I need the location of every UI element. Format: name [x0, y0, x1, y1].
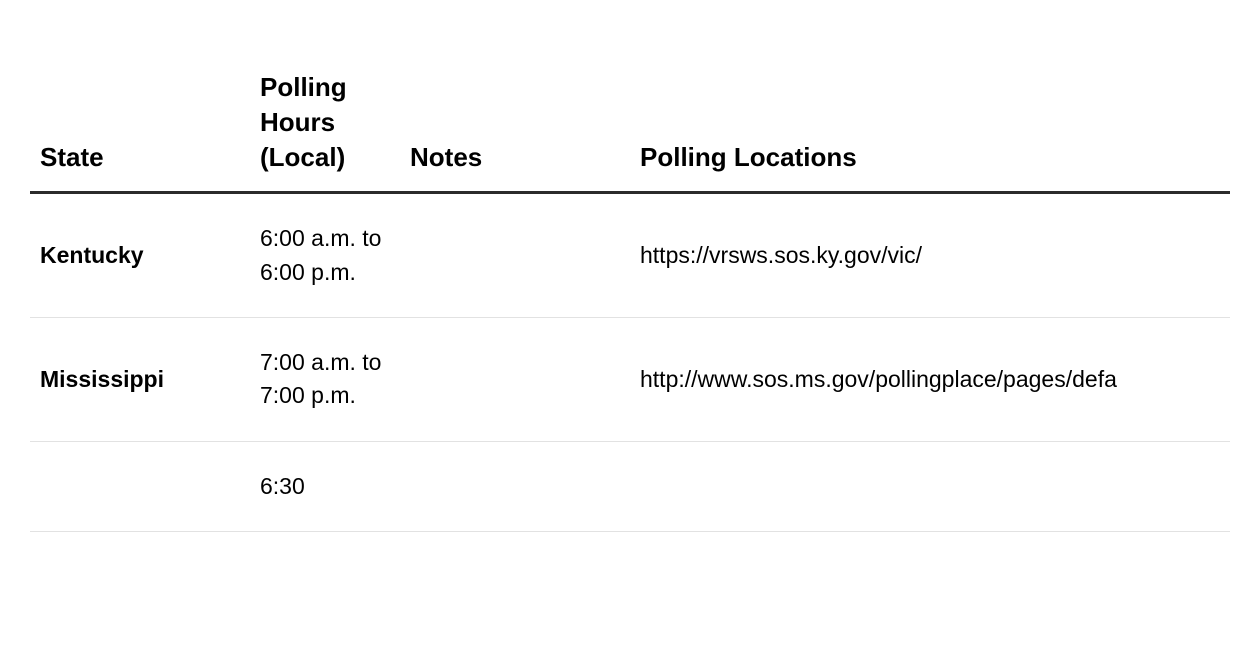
- cell-location: [630, 441, 1230, 531]
- polling-table: State Polling Hours (Local) Notes Pollin…: [30, 70, 1230, 532]
- location-link[interactable]: https://vrsws.sos.ky.gov/vic/: [640, 242, 922, 268]
- cell-notes: [400, 317, 630, 441]
- location-link[interactable]: http://www.sos.ms.gov/pollingplace/pages…: [640, 366, 1117, 392]
- table-row: Mississippi 7:00 a.m. to 7:00 p.m. http:…: [30, 317, 1230, 441]
- cell-state: Kentucky: [30, 193, 250, 318]
- cell-hours: 7:00 a.m. to 7:00 p.m.: [250, 317, 400, 441]
- cell-hours: 6:30: [250, 441, 400, 531]
- col-header-locations: Polling Locations: [630, 70, 1230, 193]
- cell-location: https://vrsws.sos.ky.gov/vic/: [630, 193, 1230, 318]
- col-header-state: State: [30, 70, 250, 193]
- table-row: 6:30: [30, 441, 1230, 531]
- col-header-hours: Polling Hours (Local): [250, 70, 400, 193]
- cell-location: http://www.sos.ms.gov/pollingplace/pages…: [630, 317, 1230, 441]
- cell-state: Mississippi: [30, 317, 250, 441]
- cell-state: [30, 441, 250, 531]
- cell-hours: 6:00 a.m. to 6:00 p.m.: [250, 193, 400, 318]
- polling-table-wrapper: State Polling Hours (Local) Notes Pollin…: [0, 0, 1260, 532]
- table-header-row: State Polling Hours (Local) Notes Pollin…: [30, 70, 1230, 193]
- cell-notes: [400, 441, 630, 531]
- col-header-notes: Notes: [400, 70, 630, 193]
- table-row: Kentucky 6:00 a.m. to 6:00 p.m. https://…: [30, 193, 1230, 318]
- cell-notes: [400, 193, 630, 318]
